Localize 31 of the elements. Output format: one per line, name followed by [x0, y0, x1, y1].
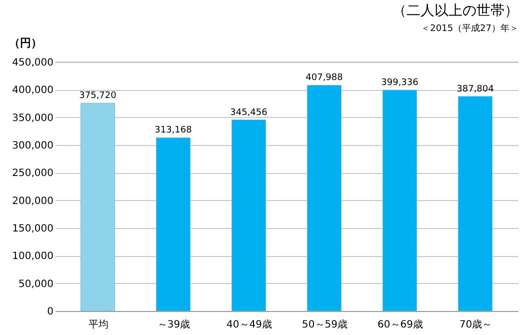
bar	[156, 137, 190, 312]
data-label: 407,988	[306, 73, 344, 84]
y-tick-label: 50,000	[18, 278, 54, 290]
x-tick-label: 50～59歳	[302, 318, 348, 330]
data-label: 313,168	[154, 126, 192, 136]
chart-title: （二人以上の世帯）	[392, 3, 518, 19]
x-tick-label: ～39歳	[157, 318, 190, 330]
y-tick-label: 100,000	[12, 251, 54, 262]
y-tick-label: 200,000	[12, 196, 54, 207]
y-tick-label: 400,000	[12, 85, 54, 96]
x-tick-label: 40～49歳	[226, 318, 272, 330]
y-tick-label: 300,000	[12, 140, 54, 152]
data-label: 387,804	[456, 84, 494, 94]
data-label: 375,720	[79, 91, 117, 102]
x-tick-label: 60～69歳	[378, 318, 423, 330]
data-label: 345,456	[230, 108, 268, 118]
bar	[80, 102, 115, 312]
chart-subtitle: ＜2015（平成27）年＞	[421, 23, 518, 34]
y-tick-label: 250,000	[12, 168, 54, 180]
y-tick-label: 0	[47, 306, 54, 318]
y-tick-label: 450,000	[12, 58, 54, 68]
bar	[307, 84, 342, 312]
data-label: 399,336	[381, 78, 419, 88]
y-tick-label: 350,000	[12, 112, 54, 124]
bar	[382, 90, 417, 312]
bar	[458, 96, 492, 312]
y-tick-label: 150,000	[12, 224, 54, 234]
y-axis-title: （円）	[9, 36, 42, 50]
x-tick-label: 70歳～	[459, 318, 492, 330]
x-tick-label: 平均	[88, 318, 108, 330]
bar	[232, 120, 266, 312]
